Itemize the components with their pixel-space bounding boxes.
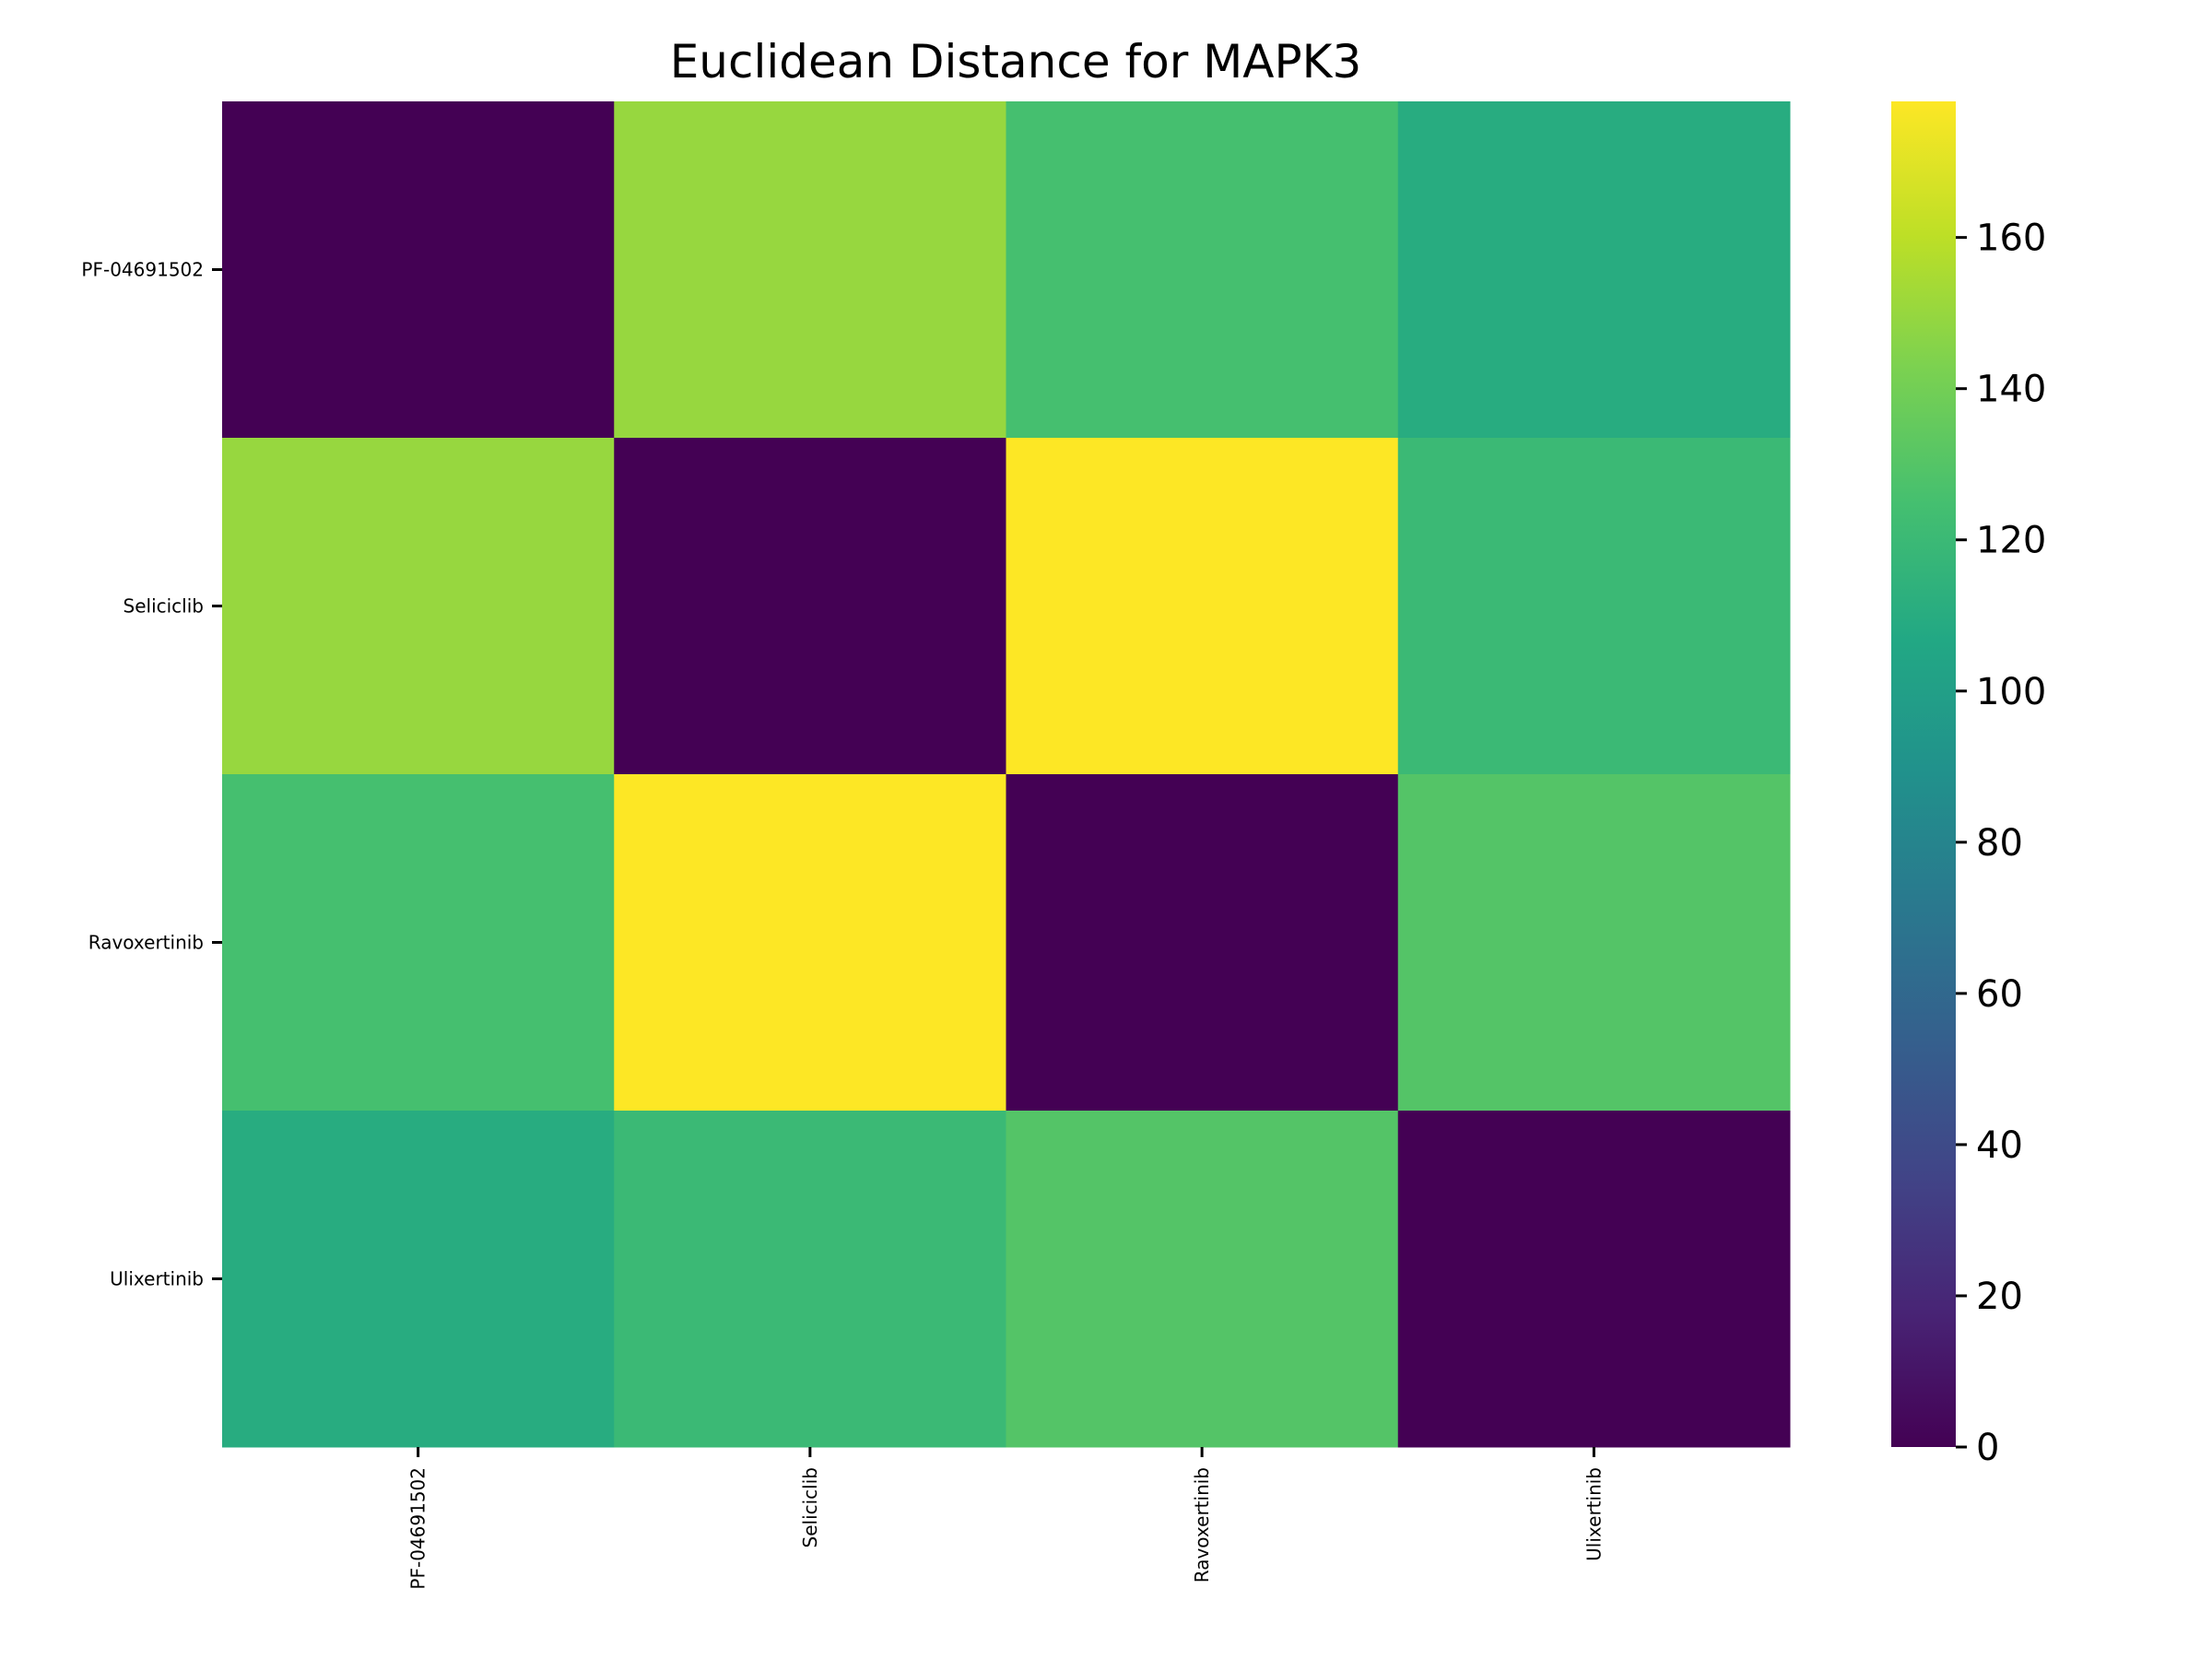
heatmap-cell-r3-c2 xyxy=(1006,1111,1399,1448)
colorbar-tick-label: 80 xyxy=(1976,822,2023,865)
heatmap-cell-r1-c3 xyxy=(1397,438,1791,775)
heatmap-cell-r0-c0 xyxy=(222,101,615,439)
colorbar-tick-label: 0 xyxy=(1976,1427,1999,1469)
heatmap-cells xyxy=(222,101,1791,1448)
x-tick-label: Seliciclib xyxy=(799,1467,821,1547)
heatmap-cell-r2-c3 xyxy=(1397,774,1791,1112)
heatmap-cell-r1-c0 xyxy=(222,438,615,775)
y-tick-label: PF-04691502 xyxy=(81,259,204,281)
heatmap-cell-r2-c0 xyxy=(222,774,615,1112)
heatmap-cell-r3-c1 xyxy=(614,1111,1006,1448)
heatmap-cell-r0-c1 xyxy=(614,101,1006,439)
colorbar xyxy=(1891,101,1956,1447)
y-tick-label: Ulixertinib xyxy=(110,1268,204,1290)
heatmap-cell-r0-c2 xyxy=(1006,101,1399,439)
heatmap-cell-r2-c1 xyxy=(614,774,1006,1112)
heatmap-cell-r1-c2 xyxy=(1006,438,1399,775)
heatmap-cell-r3-c0 xyxy=(222,1111,615,1448)
heatmap-cell-r2-c2 xyxy=(1006,774,1399,1112)
x-tick-label: Ulixertinib xyxy=(1583,1467,1605,1561)
x-axis: PF-04691502 Seliciclib Ravoxertinib Ulixert… xyxy=(407,1447,1605,1590)
y-tick-label: Seliciclib xyxy=(124,595,204,618)
x-tick-label: Ravoxertinib xyxy=(1191,1467,1213,1583)
y-tick-label: Ravoxertinib xyxy=(88,932,204,954)
colorbar-tick-label: 40 xyxy=(1976,1124,2023,1167)
colorbar-tick-label: 120 xyxy=(1976,520,2046,562)
heatmap-cell-r1-c1 xyxy=(614,438,1006,775)
colorbar-ticks: 0 20 40 60 80 100 120 140 160 xyxy=(1956,218,2046,1469)
colorbar-tick-label: 160 xyxy=(1976,218,2046,260)
colorbar-tick-label: 60 xyxy=(1976,973,2023,1016)
colorbar-tick-label: 140 xyxy=(1976,369,2046,411)
heatmap-cell-r0-c3 xyxy=(1397,101,1791,439)
heatmap-cell-r3-c3 xyxy=(1397,1111,1791,1448)
colorbar-tick-label: 20 xyxy=(1976,1276,2023,1318)
colorbar-tick-label: 100 xyxy=(1976,671,2046,713)
chart-title: Euclidean Distance for MAPK3 xyxy=(670,35,1362,88)
y-axis: PF-04691502 Seliciclib Ravoxertinib Ulixert… xyxy=(81,259,222,1290)
x-tick-label: PF-04691502 xyxy=(407,1467,429,1590)
